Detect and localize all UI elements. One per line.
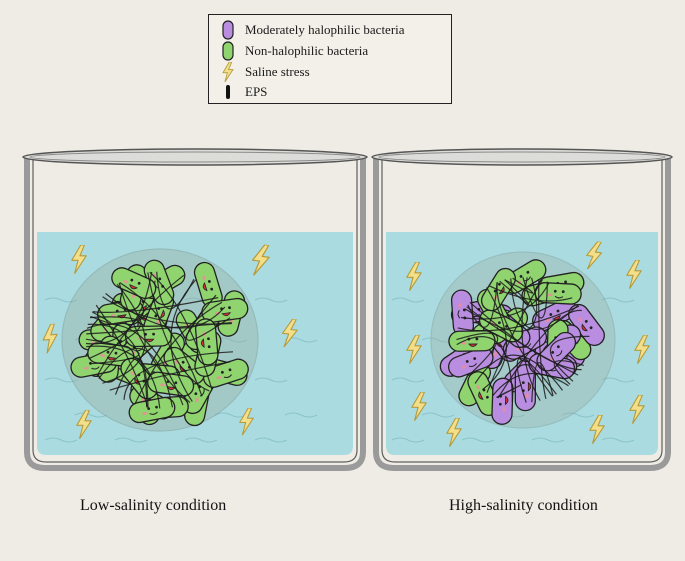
legend-item-eps: EPS (219, 82, 267, 102)
eps-strand (88, 316, 141, 360)
legend-item-non-halophilic: Non-halophilic bacteria (219, 41, 368, 61)
rim-high (371, 148, 673, 166)
halophilic-bacterium (447, 346, 494, 378)
eps-strand (147, 272, 210, 392)
eps-strand (466, 306, 579, 376)
eps-strand (105, 293, 226, 329)
eps-strand (467, 282, 498, 328)
eps-strand (114, 357, 149, 408)
beaker-high-salinity (371, 148, 673, 471)
eps-strand (457, 305, 580, 332)
eps-strand (102, 296, 232, 325)
legend-label: Non-halophilic bacteria (245, 43, 369, 58)
eps-strand (489, 285, 573, 302)
eps-strand (522, 277, 548, 319)
caption-low-salinity: Low-salinity condition (80, 497, 227, 514)
eps-strand (123, 351, 234, 400)
eps-strand (86, 345, 161, 409)
eps-strand (504, 277, 534, 294)
eps-strand (98, 348, 174, 408)
eps-strand (96, 274, 185, 377)
non-halophilic-bacterium (111, 267, 157, 300)
rim-low (22, 148, 368, 166)
green-bacterium-icon (219, 41, 237, 61)
glass-low (24, 158, 366, 471)
eps-strand (118, 282, 191, 404)
eps-strand (87, 323, 148, 408)
non-halophilic-bacterium (128, 396, 176, 424)
eps-strand (482, 287, 507, 391)
purple-bacterium-icon (219, 20, 237, 40)
beaker-low-salinity (22, 148, 368, 471)
eps-strand (538, 279, 547, 400)
caption-high-salinity: High-salinity condition (449, 497, 598, 514)
lightning-bolt-icon (219, 61, 237, 83)
eps-strand (90, 311, 112, 324)
eps-strand (492, 372, 569, 397)
eps-strand (549, 335, 590, 382)
legend-item-halophilic: Moderately halophilic bacteria (219, 20, 405, 40)
eps-strand (186, 294, 231, 341)
halophilic-bacterium (514, 363, 536, 412)
eps-strand (95, 304, 149, 408)
eps-strand (510, 278, 579, 330)
eps-strand (456, 336, 513, 402)
eps-strand (486, 279, 543, 393)
legend-item-saline-stress: Saline stress (219, 61, 310, 83)
eps-strand (156, 271, 195, 310)
eps-strand (531, 362, 554, 403)
legend: Moderately halophilic bacteria Non-halop… (208, 14, 452, 104)
non-halophilic-bacterium (448, 330, 496, 352)
glass-high (373, 158, 671, 471)
eps-strand (497, 309, 582, 399)
eps-strand (456, 332, 498, 377)
eps-strand (521, 277, 541, 401)
halophilic-bacterium (536, 331, 577, 372)
eps-strand (134, 301, 223, 405)
legend-label: EPS (245, 84, 268, 99)
eps-strand (516, 357, 557, 403)
eps-strand (553, 360, 584, 385)
eps-strand (474, 354, 563, 391)
eps-strand-icon (219, 82, 237, 102)
legend-label: Saline stress (245, 64, 310, 79)
eps-strand (469, 301, 582, 371)
legend-label: Moderately halophilic bacteria (245, 22, 405, 37)
